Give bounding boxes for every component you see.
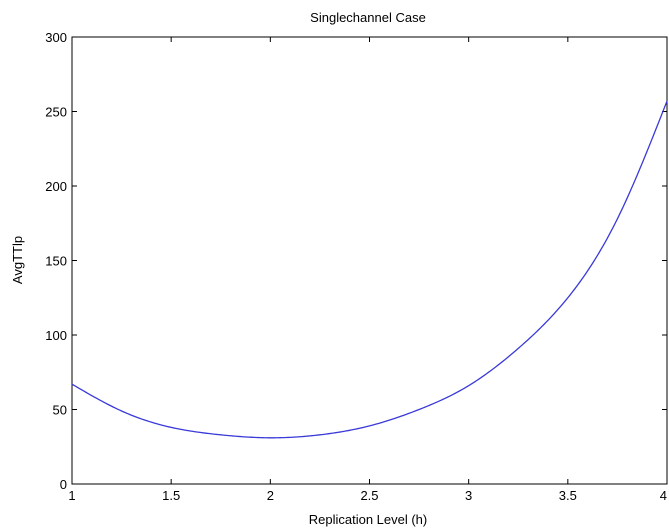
y-tick-label: 250 — [45, 105, 67, 120]
x-tick-label: 2.5 — [360, 488, 378, 503]
series-layer — [71, 100, 668, 439]
chart-title: Singlechannel Case — [310, 10, 426, 25]
x-axis: 1 1.5 2 2.5 3 3.5 4 — [68, 37, 668, 503]
x-tick-label: 4 — [660, 488, 667, 503]
y-tick-label: 100 — [45, 328, 67, 343]
y-axis: 0 50 100 150 200 250 300 — [45, 30, 667, 492]
x-axis-label: Replication Level (h) — [309, 512, 428, 527]
y-tick-label: 150 — [45, 254, 67, 269]
y-axis-label: AvgTTlp — [10, 236, 25, 284]
x-tick-label: 3.5 — [559, 488, 577, 503]
plot-border — [71, 36, 668, 485]
plot-frame — [71, 36, 668, 485]
y-tick-label: 50 — [53, 403, 67, 418]
y-tick-label: 200 — [45, 179, 67, 194]
x-tick-label: 2 — [267, 488, 274, 503]
x-tick-label: 1.5 — [162, 488, 180, 503]
x-tick-label: 3 — [465, 488, 472, 503]
series-line — [71, 100, 668, 439]
x-tick-label: 1 — [68, 488, 75, 503]
y-tick-label: 0 — [60, 477, 67, 492]
y-tick-label: 300 — [45, 30, 67, 45]
